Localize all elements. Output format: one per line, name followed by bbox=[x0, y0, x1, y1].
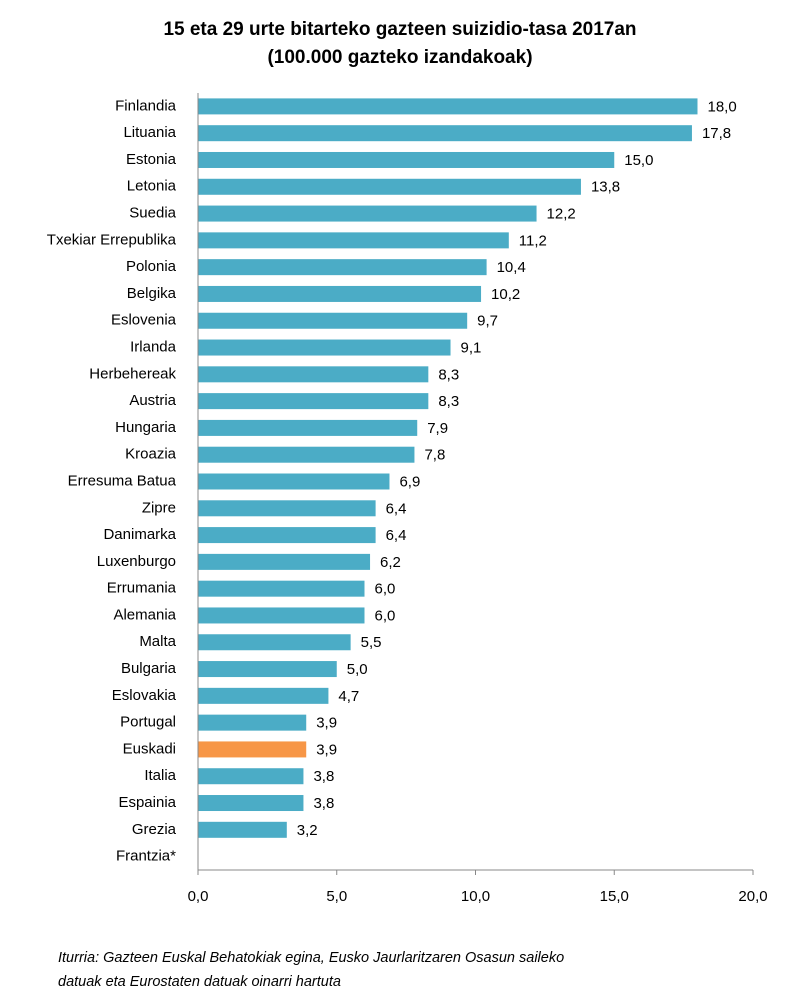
value-label: 8,3 bbox=[438, 366, 459, 383]
bar bbox=[198, 714, 307, 731]
value-label: 6,4 bbox=[386, 500, 407, 517]
bar bbox=[198, 580, 365, 597]
bar bbox=[198, 393, 429, 410]
bar bbox=[198, 634, 351, 651]
value-label: 15,0 bbox=[624, 152, 653, 169]
bar bbox=[198, 607, 365, 624]
value-label: 9,7 bbox=[477, 313, 498, 330]
bar bbox=[198, 768, 304, 785]
value-label: 3,8 bbox=[313, 768, 334, 785]
x-tick-label: 15,0 bbox=[600, 888, 629, 905]
y-tick-label: Txekiar Errepublika bbox=[47, 231, 177, 248]
y-tick-label: Eslovakia bbox=[112, 687, 177, 704]
bar bbox=[198, 821, 287, 838]
chart-title: 15 eta 29 urte bitarteko gazteen suizidi… bbox=[163, 19, 636, 40]
y-tick-label: Lituania bbox=[123, 124, 176, 141]
y-tick-label: Grezia bbox=[132, 821, 177, 838]
bar bbox=[198, 446, 415, 463]
value-label: 8,3 bbox=[438, 393, 459, 410]
y-tick-label: Belgika bbox=[127, 285, 177, 302]
bar bbox=[198, 151, 615, 168]
value-label: 4,7 bbox=[338, 688, 359, 705]
value-label: 6,0 bbox=[375, 607, 396, 624]
bar bbox=[198, 795, 304, 812]
source-note: datuak eta Eurostaten datuak oinarri har… bbox=[58, 974, 341, 990]
y-tick-label: Malta bbox=[139, 633, 176, 650]
value-label: 7,8 bbox=[424, 447, 445, 464]
bar bbox=[198, 178, 581, 195]
value-label: 18,0 bbox=[708, 98, 737, 115]
y-tick-label: Herbehereak bbox=[89, 365, 176, 382]
y-tick-label: Eslovenia bbox=[111, 312, 177, 329]
bar bbox=[198, 527, 376, 544]
value-label: 11,2 bbox=[519, 232, 547, 249]
value-label: 17,8 bbox=[702, 125, 731, 142]
value-label: 6,0 bbox=[375, 581, 396, 598]
value-label: 3,9 bbox=[316, 741, 337, 758]
x-tick-label: 5,0 bbox=[326, 888, 347, 905]
y-tick-label: Frantzia* bbox=[116, 848, 176, 865]
bar bbox=[198, 312, 468, 329]
y-tick-label: Polonia bbox=[126, 258, 177, 275]
bar bbox=[198, 473, 390, 490]
y-tick-label: Espainia bbox=[118, 794, 176, 811]
value-label: 3,9 bbox=[316, 715, 337, 732]
source-note: Iturria: Gazteen Euskal Behatokiak egina… bbox=[58, 950, 564, 966]
value-label: 5,0 bbox=[347, 661, 368, 678]
chart-subtitle: (100.000 gazteko izandakoak) bbox=[267, 47, 532, 68]
bar bbox=[198, 687, 329, 704]
y-tick-label: Letonia bbox=[127, 178, 177, 195]
value-label: 3,2 bbox=[297, 822, 318, 839]
bar bbox=[198, 125, 692, 142]
value-label: 10,4 bbox=[497, 259, 526, 276]
bar bbox=[198, 419, 418, 436]
bar bbox=[198, 661, 337, 678]
y-tick-label: Danimarka bbox=[103, 526, 176, 543]
y-tick-label: Italia bbox=[144, 767, 176, 784]
y-tick-label: Bulgaria bbox=[121, 660, 177, 677]
y-tick-label: Zipre bbox=[142, 499, 176, 516]
y-tick-label: Austria bbox=[129, 392, 176, 409]
y-tick-label: Finlandia bbox=[115, 97, 177, 114]
x-tick-label: 10,0 bbox=[461, 888, 490, 905]
y-tick-label: Euskadi bbox=[123, 740, 176, 757]
value-label: 6,2 bbox=[380, 554, 401, 571]
bar bbox=[198, 741, 307, 758]
bar bbox=[198, 366, 429, 383]
bar bbox=[198, 259, 487, 276]
y-tick-label: Suedia bbox=[129, 205, 176, 222]
bar bbox=[198, 500, 376, 517]
y-tick-label: Alemania bbox=[113, 606, 176, 623]
y-tick-label: Estonia bbox=[126, 151, 177, 168]
bar bbox=[198, 205, 537, 222]
y-tick-label: Luxenburgo bbox=[97, 553, 176, 570]
value-label: 6,4 bbox=[386, 527, 407, 544]
bar bbox=[198, 339, 451, 356]
y-tick-label: Hungaria bbox=[115, 419, 177, 436]
value-label: 9,1 bbox=[461, 340, 482, 357]
value-label: 10,2 bbox=[491, 286, 520, 303]
value-label: 5,5 bbox=[361, 634, 382, 651]
value-label: 7,9 bbox=[427, 420, 448, 437]
y-tick-label: Irlanda bbox=[130, 339, 177, 356]
bar bbox=[198, 98, 698, 115]
bar bbox=[198, 232, 509, 249]
x-tick-label: 0,0 bbox=[188, 888, 209, 905]
value-label: 3,8 bbox=[313, 795, 334, 812]
x-tick-label: 20,0 bbox=[738, 888, 767, 905]
y-tick-label: Errumania bbox=[107, 580, 177, 597]
y-tick-label: Kroazia bbox=[125, 446, 177, 463]
y-tick-label: Erresuma Batua bbox=[68, 472, 177, 489]
bar bbox=[198, 285, 482, 302]
bar bbox=[198, 553, 371, 570]
value-label: 12,2 bbox=[547, 206, 576, 223]
value-label: 6,9 bbox=[399, 473, 420, 490]
y-tick-label: Portugal bbox=[120, 714, 176, 731]
value-label: 13,8 bbox=[591, 179, 620, 196]
